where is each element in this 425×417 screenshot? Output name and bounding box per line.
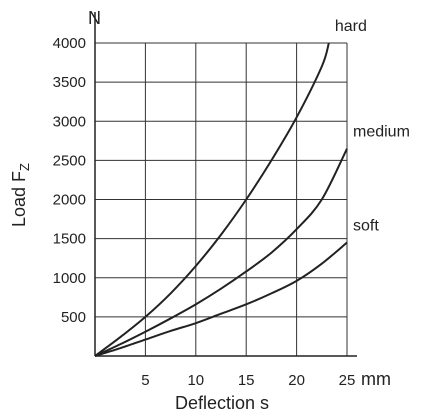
y-tick-label: 1000 [53, 270, 86, 287]
series-line-medium [94, 148, 348, 357]
series-labels: hard medium soft [335, 18, 410, 235]
y-tick-label: 4000 [53, 35, 86, 52]
series-lines [94, 42, 348, 357]
x-tick-label: 20 [288, 372, 305, 389]
y-tick-label: 2000 [53, 192, 86, 209]
tick-labels: 5 10 15 20 25 500 1000 1500 2000 2500 3000 3500 4000 [53, 35, 356, 389]
series-label-hard: hard [335, 18, 367, 35]
y-axis-title-sub: Z [17, 163, 32, 171]
series-label-soft: soft [353, 218, 379, 235]
y-axis-title-group: Load FZ [9, 163, 32, 227]
y-axis-title: Load FZ [9, 163, 32, 227]
x-tick-label: 25 [339, 372, 356, 389]
y-tick-label: 500 [61, 309, 86, 326]
y-tick-label: 2500 [53, 152, 86, 169]
y-tick-label: 3500 [53, 74, 86, 91]
grid [95, 42, 348, 356]
x-unit-label: mm [361, 369, 391, 389]
x-tick-label: 15 [238, 372, 255, 389]
y-unit-label: N [88, 8, 101, 28]
y-tick-label: 1500 [53, 231, 86, 248]
x-axis-title: Deflection s [175, 393, 269, 413]
x-tick-label: 5 [141, 372, 149, 389]
series-line-hard [94, 42, 330, 357]
x-tick-label: 10 [187, 372, 204, 389]
y-tick-label: 3000 [53, 113, 86, 130]
series-label-medium: medium [353, 124, 410, 141]
series-line-soft [94, 241, 348, 357]
axes [94, 12, 357, 357]
y-axis-title-main: Load F [9, 171, 29, 227]
